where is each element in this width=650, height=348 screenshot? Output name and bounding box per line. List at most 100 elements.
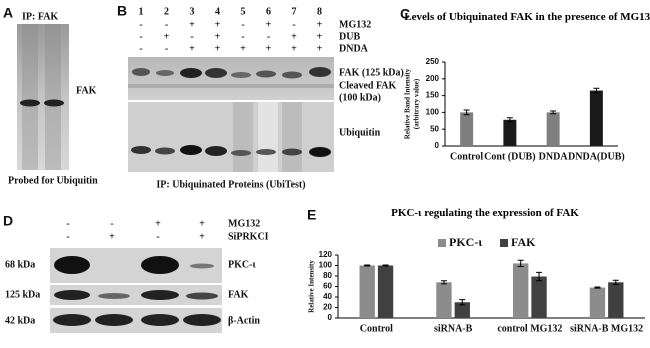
- x-tick-label: Control: [360, 323, 393, 334]
- bar: [359, 265, 375, 318]
- y-tick-label: 50: [430, 124, 439, 133]
- lane-number: 1: [139, 6, 144, 17]
- condition-mark: +: [266, 19, 272, 30]
- chart-title: PKC-ι regulating the expression of FAK: [391, 207, 579, 219]
- lane-number: 4: [215, 6, 220, 17]
- chart-title-box: PKC-ι regulating the expression of FAK: [391, 207, 579, 219]
- condition-mark: -: [110, 218, 113, 229]
- error-bar: [536, 271, 543, 282]
- condition-mark: -: [66, 231, 69, 242]
- blot-protein: FAK: [228, 289, 249, 300]
- condition-mark: +: [291, 31, 297, 42]
- condition-name: MG132: [228, 218, 260, 229]
- condition-mark: +: [317, 31, 323, 42]
- y-tick-label: 80: [323, 271, 332, 280]
- condition-mark: -: [139, 31, 142, 42]
- condition-mark: -: [241, 31, 244, 42]
- y-tick-label: 150: [426, 91, 440, 100]
- condition-mark: +: [189, 19, 195, 30]
- condition-mark: +: [215, 43, 221, 54]
- blot-size: 42 kDa: [5, 315, 35, 326]
- error-bar: [463, 109, 470, 116]
- bar: [513, 263, 529, 318]
- error-bar: [593, 87, 600, 94]
- condition-mark: -: [165, 43, 168, 54]
- condition-mark: -: [139, 19, 142, 30]
- y-tick-label: 40: [323, 292, 332, 301]
- blot-b-top: [128, 57, 334, 100]
- y-tick-label: 20: [323, 303, 332, 312]
- y-tick-label: 100: [319, 261, 333, 270]
- condition-mark: -: [66, 218, 69, 229]
- band-label: FAK: [76, 85, 97, 96]
- error-bar: [506, 117, 513, 123]
- condition-name: SiPRKCI: [228, 231, 269, 242]
- lane-number: 2: [164, 6, 169, 17]
- condition-mark: -: [156, 231, 159, 242]
- condition-mark: -: [241, 19, 244, 30]
- condition-mark: +: [317, 43, 323, 54]
- y-tick-label: 200: [426, 74, 440, 83]
- condition-mark: +: [240, 43, 246, 54]
- band-label: Ubiquitin: [339, 127, 381, 138]
- error-bar: [612, 279, 619, 285]
- bar: [436, 282, 452, 318]
- condition-mark: +: [155, 218, 161, 229]
- bar: [377, 265, 394, 318]
- lane-number: 8: [317, 6, 322, 17]
- condition-mark: +: [189, 43, 195, 54]
- panel-letter: C: [400, 6, 410, 22]
- legend-label: PKC-ι: [449, 235, 482, 249]
- y-tick-label: 60: [323, 282, 332, 291]
- x-tick-label: DNDA(DUB): [568, 151, 625, 162]
- bar: [460, 112, 474, 146]
- condition-mark: +: [199, 231, 205, 242]
- y-tick-label: 0: [435, 141, 440, 150]
- panel-letter: D: [3, 213, 13, 229]
- x-tick-label: DNDA: [539, 151, 569, 162]
- condition-name: MG132: [339, 19, 371, 30]
- blot-d: [50, 248, 222, 333]
- blot-protein: β-Actin: [228, 315, 260, 326]
- y-tick-label: 100: [426, 108, 440, 117]
- blot-size: 125 kDa: [5, 289, 40, 300]
- x-tick-label: control MG132: [497, 323, 562, 334]
- blot-b-bottom: [128, 102, 334, 172]
- condition-name: DNDA: [339, 43, 369, 54]
- bar: [589, 90, 603, 146]
- lane-number: 3: [190, 6, 195, 17]
- x-tick-label: Control: [450, 151, 483, 162]
- condition-mark: +: [291, 43, 297, 54]
- error-bar: [594, 286, 601, 289]
- y-axis-label: (arbitrary value): [413, 78, 421, 129]
- condition-mark: +: [109, 231, 115, 242]
- condition-mark: -: [139, 43, 142, 54]
- condition-mark: -: [267, 31, 270, 42]
- chart-title: Levels of Ubiquinated FAK in the presenc…: [404, 11, 650, 23]
- condition-mark: +: [215, 19, 221, 30]
- chart-title-box: Levels of Ubiquinated FAK in the presenc…: [404, 11, 650, 23]
- condition-mark: +: [164, 31, 170, 42]
- legend-label: FAK: [511, 235, 536, 249]
- y-tick-label: 250: [426, 57, 440, 66]
- panel-letter: A: [3, 5, 13, 21]
- x-tick-label: Cont (DUB): [484, 151, 535, 162]
- bar: [546, 112, 560, 146]
- error-bar: [364, 264, 371, 267]
- error-bar: [550, 110, 557, 115]
- condition-mark: -: [190, 31, 193, 42]
- error-bar: [517, 259, 524, 268]
- band-label: FAK (125 kDa): [339, 67, 404, 78]
- lane-number: 5: [241, 6, 246, 17]
- condition-mark: +: [215, 31, 221, 42]
- panel-letter: E: [307, 207, 316, 223]
- x-tick-label: siRNA-B MG132: [570, 323, 643, 334]
- caption: IP: Ubiquinated Proteins (UbiTest): [156, 179, 305, 190]
- y-axis-label: Relative Intensity: [308, 260, 316, 313]
- y-tick-label: 120: [319, 250, 333, 259]
- condition-name: DUB: [339, 31, 360, 42]
- bar: [589, 287, 606, 318]
- panel-letter: B: [117, 3, 127, 19]
